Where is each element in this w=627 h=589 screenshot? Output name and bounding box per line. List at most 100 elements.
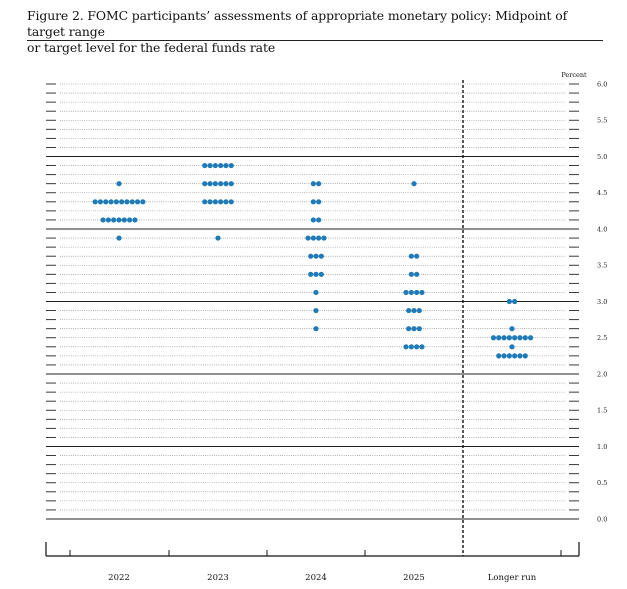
- dot-point: [103, 199, 109, 205]
- dot-point: [129, 199, 135, 205]
- dot-point: [316, 181, 322, 187]
- dot-point: [313, 271, 319, 277]
- dot-point: [228, 199, 234, 205]
- dots: [92, 162, 534, 359]
- y-tick-label: 5.0: [597, 153, 607, 161]
- dot-point: [92, 199, 98, 205]
- dot-point: [414, 271, 420, 277]
- y-tick-label: 1.0: [597, 443, 607, 451]
- dot-point: [490, 335, 497, 341]
- dot-point: [509, 344, 515, 350]
- dot-point: [403, 289, 409, 296]
- x-category-label: 2025: [403, 573, 425, 583]
- y-tick-label: 0.0: [597, 515, 607, 523]
- y-tick-label: 5.5: [597, 117, 607, 125]
- dot-point: [321, 235, 327, 241]
- dot-point: [517, 353, 523, 359]
- dot-point: [310, 217, 316, 223]
- dot-point: [316, 235, 322, 241]
- dot-point: [310, 235, 316, 241]
- dot-point: [411, 181, 417, 187]
- dot-point: [111, 217, 117, 223]
- x-category-label: 2024: [305, 573, 327, 583]
- dot-point: [223, 181, 229, 187]
- dot-point: [119, 199, 125, 205]
- figure-caption: Figure 2. FOMC participants’ assessments…: [27, 8, 607, 56]
- y-tick-label: 2.5: [597, 334, 607, 342]
- dot-point: [414, 289, 420, 296]
- dot-point: [501, 335, 507, 341]
- x-category-label: Longer run: [488, 573, 537, 583]
- dot-point: [310, 199, 316, 205]
- dot-point: [506, 335, 512, 341]
- dot-point: [218, 162, 224, 169]
- dot-point: [305, 235, 311, 241]
- y-tick-label: 4.0: [597, 225, 607, 233]
- caption-line-1: Figure 2. FOMC participants’ assessments…: [27, 8, 568, 39]
- dot-point: [403, 344, 409, 350]
- dot-point: [414, 253, 420, 259]
- dot-point: [522, 353, 528, 359]
- dot-point: [517, 335, 523, 341]
- dot-point: [406, 326, 412, 332]
- dot-point: [416, 307, 422, 314]
- y-tick-label: 1.5: [597, 407, 607, 415]
- dot-point: [506, 298, 512, 305]
- dot-point: [512, 298, 518, 305]
- dot-point: [496, 335, 502, 341]
- dot-point: [212, 162, 218, 169]
- y-tick-label: 3.0: [597, 298, 607, 306]
- dot-point: [134, 199, 141, 205]
- dot-point: [124, 199, 130, 205]
- dot-point: [100, 217, 106, 223]
- dot-point: [512, 335, 518, 341]
- dot-point: [414, 344, 420, 350]
- y-tick-label: 2.0: [597, 370, 607, 378]
- dot-point: [116, 181, 122, 187]
- y-axis-unit-label: Percent: [561, 71, 587, 79]
- dot-point: [411, 307, 417, 314]
- dot-point: [313, 326, 319, 332]
- dot-point: [207, 181, 213, 187]
- dot-point: [310, 181, 316, 187]
- y-tick-label: 0.5: [597, 479, 607, 487]
- dot-point: [202, 162, 208, 169]
- dot-point: [116, 217, 122, 223]
- dot-point: [113, 199, 119, 205]
- dot-point: [207, 199, 213, 205]
- y-tick-label: 3.5: [597, 262, 607, 270]
- dot-point: [308, 271, 314, 277]
- dot-point: [408, 289, 414, 296]
- dot-point: [408, 344, 414, 350]
- dot-point: [416, 326, 422, 332]
- caption-line-2: or target level for the federal funds ra…: [27, 40, 276, 55]
- dot-point: [313, 253, 319, 259]
- dot-point: [97, 199, 104, 205]
- dot-point: [509, 326, 515, 332]
- dot-point: [408, 253, 414, 259]
- y-tick-label: 6.0: [597, 80, 607, 88]
- dot-point: [313, 307, 319, 314]
- dot-point: [501, 353, 507, 359]
- dot-point: [406, 307, 412, 314]
- x-category-label: 2022: [108, 573, 130, 583]
- dot-point: [215, 235, 221, 241]
- dot-point: [202, 199, 208, 205]
- caption-rule: [27, 40, 603, 41]
- dot-point: [316, 199, 322, 205]
- labels: 6.0 5.5 5.0 4.5 4.0 3.5 3.0 2.5 2.0 1.5 1.0 0.5 0.0 P…: [108, 71, 607, 583]
- dot-point: [408, 271, 414, 277]
- dot-point: [419, 289, 425, 296]
- dot-point: [132, 217, 138, 223]
- dot-point: [496, 353, 502, 359]
- y-tick-label: 4.5: [597, 189, 607, 197]
- dot-point: [313, 289, 319, 296]
- dot-point: [308, 253, 314, 259]
- dot-point: [318, 253, 324, 259]
- dot-point: [411, 326, 417, 332]
- dot-point: [218, 181, 224, 187]
- dot-point: [105, 217, 111, 223]
- dot-point: [202, 181, 208, 187]
- dot-point: [316, 217, 322, 223]
